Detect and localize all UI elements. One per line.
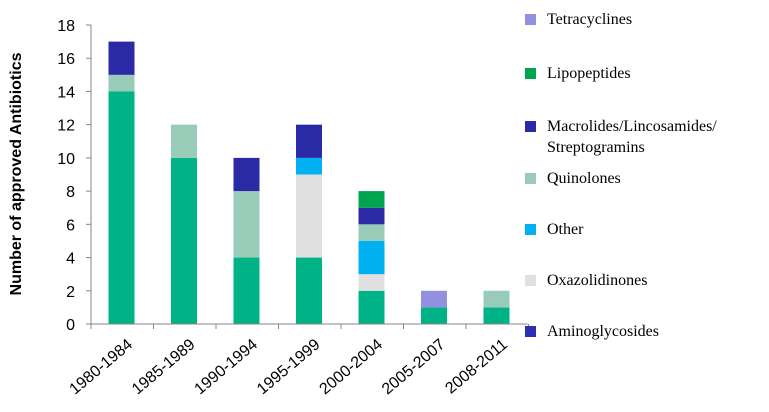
bar-segment — [171, 157, 197, 324]
x-tick-label: 2000-2004 — [317, 336, 387, 398]
y-axis: 0 2 4 6 8 10 12 14 16 18 — [57, 18, 92, 334]
x-tick-label: 1990-1994 — [192, 336, 262, 398]
bar-segment — [233, 157, 260, 192]
bar-segment — [358, 290, 385, 324]
legend-swatch — [525, 68, 536, 79]
bar-segment — [108, 91, 135, 324]
legend-item: Tetracyclines — [525, 11, 632, 28]
legend-item: Macrolides/Lincosamides/Streptogramins — [525, 118, 717, 156]
x-tick-label: 1995-1999 — [254, 336, 324, 398]
x-tick-label: 2005-2007 — [379, 336, 449, 398]
y-tick-label: 10 — [57, 151, 75, 168]
plot-area — [108, 41, 510, 324]
bar-segment — [108, 74, 135, 92]
y-tick-label: 12 — [57, 118, 75, 135]
x-tick-label: 1980-1984 — [67, 336, 137, 398]
bar-segment — [358, 191, 385, 208]
bar-segment — [296, 257, 322, 324]
legend-item: Other — [525, 221, 584, 238]
legend-item: Quinolones — [525, 170, 621, 187]
bar-segment — [296, 174, 322, 258]
legend-label: Other — [547, 221, 584, 238]
bar-segment — [108, 41, 135, 75]
bar-segment — [483, 290, 510, 308]
legend-swatch — [525, 173, 536, 184]
legend-label: Oxazolidinones — [547, 272, 647, 289]
bar-segment — [483, 307, 510, 324]
legend-item: Aminoglycosides — [525, 323, 659, 340]
x-axis: 1980-19841985-19891990-19941995-19992000… — [67, 323, 529, 398]
legend-item: Lipopeptides — [525, 65, 631, 82]
bar-segment — [421, 290, 447, 308]
y-tick-label: 14 — [57, 84, 75, 101]
legend-swatch — [525, 14, 536, 25]
legend-swatch — [525, 326, 536, 337]
y-tick-label: 8 — [66, 184, 75, 201]
y-tick-label: 6 — [66, 217, 75, 234]
legend-label: Aminoglycosides — [547, 323, 659, 340]
bar-segment — [421, 307, 447, 324]
legend: Tetracyclines Lipopeptides Macrolides/Linc… — [525, 11, 717, 340]
y-tick-label: 4 — [66, 251, 75, 268]
legend-item: Oxazolidinones — [525, 272, 647, 289]
legend-swatch — [525, 275, 536, 286]
y-tick-label: 16 — [57, 51, 75, 68]
y-tick-label: 2 — [66, 284, 75, 301]
legend-label-line2: Streptogramins — [547, 139, 645, 156]
bar-segment — [358, 207, 385, 225]
bar-segment — [358, 274, 385, 291]
legend-swatch — [525, 121, 536, 132]
legend-label: Quinolones — [547, 170, 621, 187]
y-axis-label: Number of approved Antibiotics — [8, 52, 25, 295]
bar-segment — [233, 191, 260, 258]
legend-swatch — [525, 224, 536, 235]
y-tick-label: 0 — [66, 317, 75, 334]
legend-label: Tetracyclines — [547, 11, 632, 28]
bar-segment — [296, 124, 322, 158]
bar-segment — [171, 124, 197, 158]
bar-segment — [233, 257, 260, 324]
legend-label: Lipopeptides — [547, 65, 631, 82]
bar-segment — [358, 240, 385, 275]
x-tick-label: 2008-2011 — [442, 336, 511, 398]
y-tick-label: 18 — [57, 18, 75, 35]
x-tick-label: 1985-1989 — [129, 336, 199, 398]
bar-segment — [358, 224, 385, 241]
legend-label: Macrolides/Lincosamides/ — [547, 118, 717, 135]
bar-segment — [296, 157, 322, 175]
